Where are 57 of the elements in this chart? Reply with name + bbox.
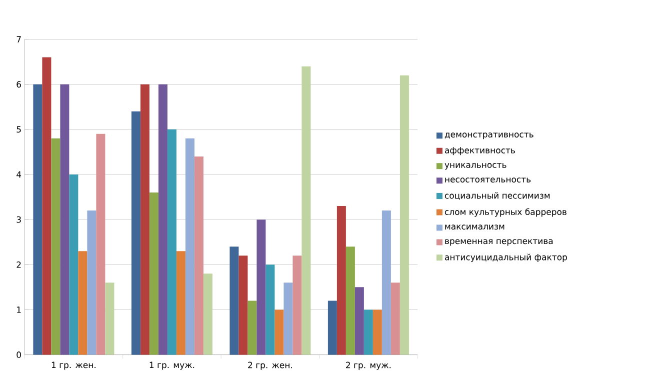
bar	[87, 210, 96, 355]
bar	[96, 134, 106, 355]
bar	[194, 156, 204, 355]
bar	[372, 310, 382, 355]
legend-label: аффективность	[444, 147, 515, 156]
y-tick-label: 4	[16, 171, 22, 178]
legend-label: уникальность	[444, 163, 506, 170]
bar	[105, 282, 114, 355]
bar	[354, 287, 364, 355]
bar	[230, 246, 239, 355]
bar	[364, 310, 373, 355]
x-tick-label: 1 гр. муж.	[150, 362, 194, 370]
bar	[238, 256, 248, 355]
bar	[149, 192, 158, 355]
x-tick-label: 1 гр. жен.	[52, 362, 96, 370]
bar	[42, 57, 52, 355]
y-tick-label: 0	[16, 352, 21, 358]
bar	[51, 138, 60, 355]
bar	[274, 310, 284, 355]
legend-label: слом культурных барреров	[444, 208, 566, 217]
bar	[336, 206, 346, 355]
bar	[158, 84, 168, 355]
y-tick-label: 5	[16, 126, 21, 133]
legend-label: антисуицидальный фактор	[444, 254, 567, 262]
y-tick-label: 7	[16, 36, 21, 42]
bar	[167, 129, 176, 355]
bar	[390, 282, 400, 355]
bar	[203, 274, 212, 355]
bar	[33, 84, 42, 355]
bar	[60, 84, 70, 355]
bar	[266, 264, 275, 355]
y-tick-label: 6	[16, 81, 21, 88]
legend-label: временная перспектива	[445, 239, 553, 246]
legend-label: социальный пессимизм	[444, 192, 550, 200]
bar	[292, 256, 302, 355]
x-tick-label: 2 гр. жен.	[248, 362, 292, 370]
bar	[400, 75, 409, 355]
bar	[346, 246, 355, 355]
legend-label: максимализм	[445, 224, 504, 230]
legend-label: несостоятельность	[445, 178, 531, 182]
bar	[328, 300, 337, 355]
bar	[140, 84, 150, 355]
y-tick-label: 3	[16, 216, 21, 223]
legend-label: демонстративность	[444, 132, 534, 140]
bar	[248, 300, 257, 355]
bar	[256, 220, 266, 355]
bar	[382, 210, 391, 355]
bar	[78, 251, 88, 355]
bar	[69, 174, 78, 355]
bar	[131, 111, 140, 355]
y-tick-label: 2	[16, 261, 21, 268]
y-tick-label: 1	[17, 306, 21, 313]
bar	[176, 251, 186, 355]
x-tick-label: 2 гр. муж.	[346, 362, 391, 370]
bar	[284, 282, 293, 355]
bar	[185, 138, 194, 355]
bar	[302, 66, 311, 355]
